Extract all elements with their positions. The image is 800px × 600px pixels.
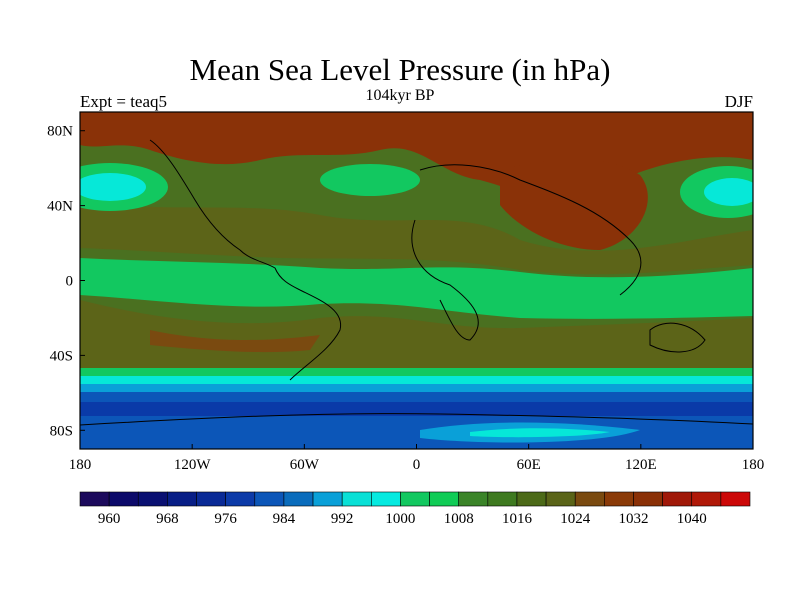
coast-africa <box>411 219 479 341</box>
colorbar-label: 984 <box>273 511 296 527</box>
coast-eurasia <box>419 164 642 296</box>
lat-label: 40S <box>50 348 73 364</box>
lon-label: 60E <box>517 457 541 473</box>
colorbar-box <box>574 491 605 507</box>
experiment-label: Expt = teaq5 <box>80 92 168 111</box>
colorbar-box <box>167 491 197 507</box>
colorbar-label: 1024 <box>560 511 591 527</box>
colorbar-box <box>691 491 722 507</box>
band-dark-blue-south <box>80 402 753 416</box>
colorbar-box <box>371 491 401 507</box>
longitude-axis: 180 120W 60W 0 60E 120E 180 <box>69 444 765 473</box>
coastlines <box>80 139 753 426</box>
colorbar-box <box>341 491 372 507</box>
subtitle: 104kyr BP <box>365 87 435 104</box>
lon-label: 180 <box>742 457 765 473</box>
colorbar-label: 1040 <box>677 511 707 527</box>
colorbar-box <box>225 491 256 507</box>
lat-label: 80S <box>50 423 73 439</box>
colorbar-box <box>458 491 489 507</box>
colorbar-box <box>487 491 518 507</box>
colorbar-box <box>720 491 751 507</box>
south-pacific-high <box>150 330 320 353</box>
colorbar-box <box>633 491 663 507</box>
colorbar-box <box>400 491 430 507</box>
antarctic-high-cyan <box>470 428 610 438</box>
colorbar <box>79 491 751 507</box>
band-cyan-south <box>80 376 753 384</box>
pressure-field <box>80 112 753 449</box>
colorbar-box <box>312 491 343 507</box>
siberian-high <box>500 159 648 250</box>
lat-label: 0 <box>66 274 74 290</box>
colorbar-label: 1000 <box>385 511 415 527</box>
season-label: DJF <box>724 92 753 111</box>
lat-label: 80N <box>47 124 73 140</box>
lon-label: 60W <box>290 457 320 473</box>
colorbar-box <box>137 491 168 507</box>
page-title: Mean Sea Level Pressure (in hPa) <box>189 52 611 87</box>
colorbar-label: 960 <box>98 511 121 527</box>
colorbar-box <box>283 491 314 507</box>
coast-antarctica <box>80 413 753 426</box>
colorbar-box <box>254 491 285 507</box>
lon-label: 120E <box>625 457 657 473</box>
lat-label: 40N <box>47 199 73 215</box>
lon-label: 180 <box>69 457 92 473</box>
colorbar-label: 992 <box>331 511 354 527</box>
colorbar-box <box>545 491 576 507</box>
band-light-blue-south <box>80 384 753 392</box>
colorbar-box <box>662 491 693 507</box>
colorbar-box <box>604 491 634 507</box>
band-green-south <box>80 368 753 376</box>
coast-south-america <box>289 289 342 381</box>
colorbar-label: 1008 <box>444 511 474 527</box>
lon-label: 0 <box>413 457 421 473</box>
lon-label: 120W <box>174 457 212 473</box>
latitude-axis: 80N 40N 0 40S 80S <box>47 124 85 439</box>
aleutian-low-core-east <box>704 178 753 206</box>
colorbar-label: 1032 <box>618 511 648 527</box>
coast-north-america <box>149 139 301 291</box>
colorbar-label: 968 <box>156 511 179 527</box>
band-blue-south <box>80 392 753 402</box>
equatorial-trough <box>80 258 753 319</box>
colorbar-box <box>79 491 110 507</box>
colorbar-box <box>196 491 226 507</box>
colorbar-box <box>429 491 459 507</box>
colorbar-box <box>108 491 139 507</box>
colorbar-labels: 960 968 976 984 992 1000 1008 1016 1024 1032 1040 <box>98 511 707 527</box>
colorbar-box <box>516 491 547 507</box>
coast-australia <box>649 322 706 353</box>
icelandic-low <box>320 164 420 196</box>
colorbar-label: 976 <box>214 511 237 527</box>
colorbar-label: 1016 <box>502 511 533 527</box>
antarctic-field <box>80 416 753 449</box>
aleutian-low-core-west <box>80 173 146 201</box>
